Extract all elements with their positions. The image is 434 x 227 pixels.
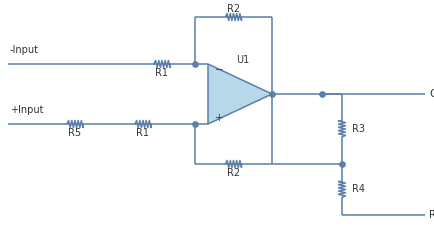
Text: Output: Output — [428, 89, 434, 99]
Text: R5: R5 — [68, 128, 82, 138]
Text: -Input: -Input — [10, 45, 39, 55]
Text: R1: R1 — [155, 68, 168, 78]
Text: U1: U1 — [236, 55, 249, 65]
Text: +: + — [214, 113, 223, 123]
Text: R4: R4 — [351, 185, 364, 195]
Text: +Input: +Input — [10, 105, 43, 115]
Text: R1: R1 — [136, 128, 149, 138]
Text: −: − — [214, 65, 223, 75]
Text: R3: R3 — [351, 124, 364, 134]
Text: Reference: Reference — [428, 210, 434, 220]
Text: R2: R2 — [227, 4, 240, 14]
Text: R2: R2 — [227, 168, 240, 178]
Polygon shape — [207, 64, 271, 124]
